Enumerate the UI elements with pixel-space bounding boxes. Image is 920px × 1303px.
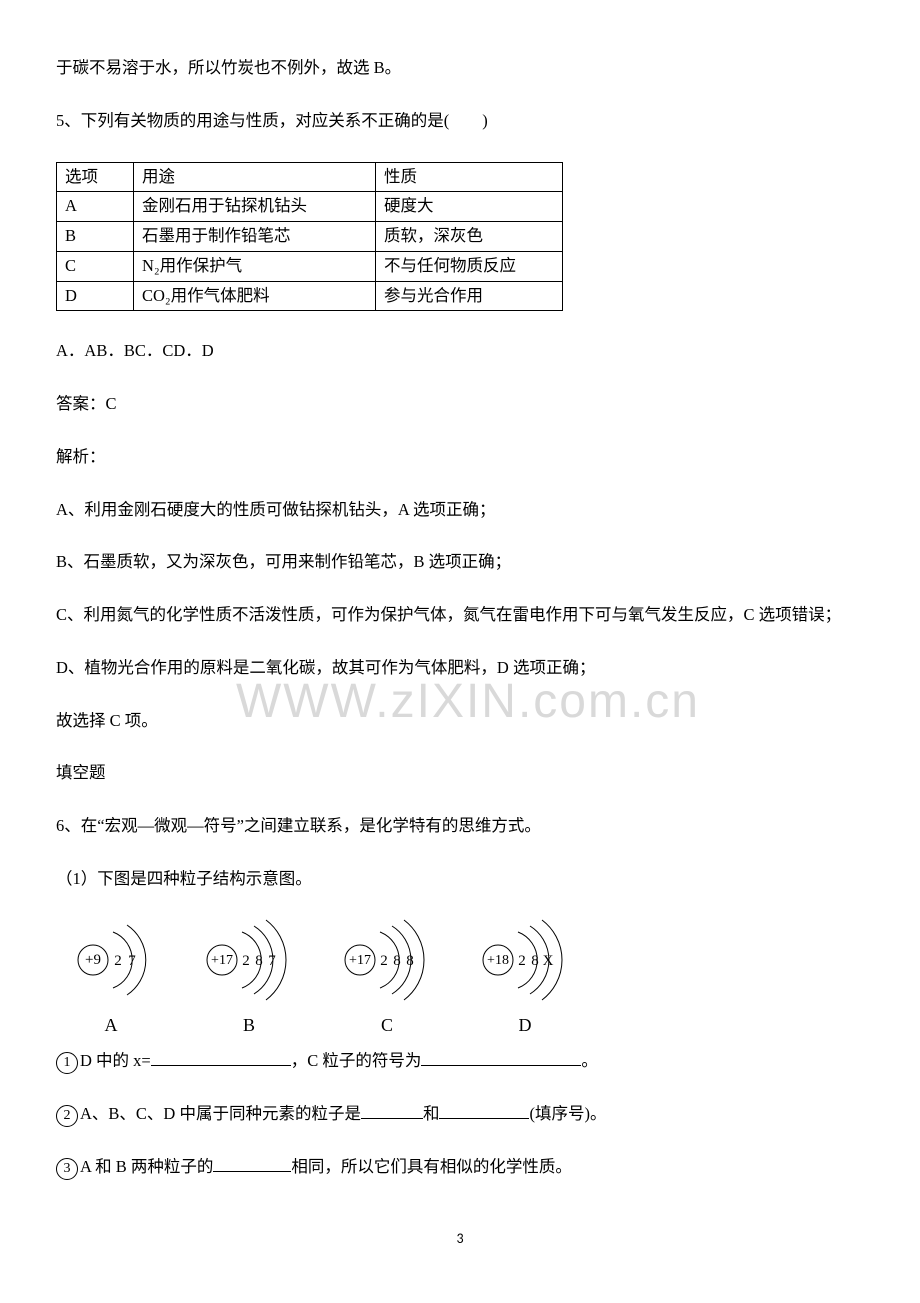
table-row: D CO₂用作气体肥料 参与光合作用 <box>57 281 563 311</box>
prev-question-tail: 于碳不易溶于水，所以竹炭也不例外，故选 B。 <box>56 56 864 81</box>
table-row: A 金刚石用于钻探机钻头 硬度大 <box>57 192 563 222</box>
table-cell: 石墨用于制作铅笔芯 <box>134 222 376 252</box>
q6-item3-end: 相同，所以它们具有相似的化学性质。 <box>291 1157 572 1176</box>
q5-options-table: 选项 用途 性质 A 金刚石用于钻探机钻头 硬度大 B 石墨用于制作铅笔芯 质软… <box>56 162 563 312</box>
q5-stem: 5、下列有关物质的用途与性质，对应关系不正确的是( ) <box>56 109 864 134</box>
fill-blank[interactable] <box>439 1118 529 1119</box>
atom-a-shell1: 2 <box>114 953 122 969</box>
atom-b-shell1: 2 <box>242 953 250 969</box>
atom-c: +17 2 8 8 C <box>332 920 442 1039</box>
fill-blank[interactable] <box>213 1171 291 1172</box>
q5-expl-b: B、石墨质软，又为深灰色，可用来制作铅笔芯，B 选项正确； <box>56 550 864 575</box>
table-header-use: 用途 <box>134 162 376 192</box>
table-row: B 石墨用于制作铅笔芯 质软，深灰色 <box>57 222 563 252</box>
q5-jiexi-label: 解析： <box>56 445 864 470</box>
atom-d-svg: +18 2 8 X <box>470 920 580 1000</box>
atom-b-label: B <box>243 1012 255 1039</box>
atom-c-shell1: 2 <box>380 953 388 969</box>
atom-a-svg: +9 2 7 <box>61 920 161 1000</box>
table-cell: A <box>57 192 134 222</box>
fill-blank[interactable] <box>421 1065 581 1066</box>
atom-diagrams-row: +9 2 7 A +17 2 8 7 B +17 2 8 <box>56 920 864 1039</box>
table-cell: 金刚石用于钻探机钻头 <box>134 192 376 222</box>
q6-sub1: （1）下图是四种粒子结构示意图。 <box>56 867 864 892</box>
atom-a: +9 2 7 A <box>56 920 166 1039</box>
table-cell: CO₂用作气体肥料 <box>134 281 376 311</box>
circled-2: 2 <box>56 1105 78 1127</box>
q6-item1-mid: ，C 粒子的符号为 <box>291 1051 422 1070</box>
fill-blank[interactable] <box>151 1065 291 1066</box>
q6-item2-mid: 和 <box>423 1104 440 1123</box>
q6-item3: 3A 和 B 两种粒子的 相同，所以它们具有相似的化学性质。 <box>56 1155 864 1180</box>
table-cell: D <box>57 281 134 311</box>
atom-b-svg: +17 2 8 7 <box>194 920 304 1000</box>
q6-item2-pre: A、B、C、D 中属于同种元素的粒子是 <box>80 1104 361 1123</box>
q6-item1-end: 。 <box>581 1051 598 1070</box>
q5-so-choose: 故选择 C 项。 <box>56 709 864 734</box>
atom-c-label: C <box>381 1012 393 1039</box>
atom-c-svg: +17 2 8 8 <box>332 920 442 1000</box>
table-cell: 质软，深灰色 <box>376 222 563 252</box>
table-cell: 参与光合作用 <box>376 281 563 311</box>
q6-item2-end: (填序号)。 <box>529 1104 606 1123</box>
q5-choice-line: A．AB．BC．CD．D <box>56 339 864 364</box>
atom-b-shell2: 8 <box>255 953 263 969</box>
table-cell: 硬度大 <box>376 192 563 222</box>
fill-heading: 填空题 <box>56 761 864 786</box>
q6-item1-pre: D 中的 x= <box>80 1051 151 1070</box>
atom-d-center: +18 <box>487 953 509 968</box>
atom-d-label: D <box>519 1012 532 1039</box>
q6-item1: 1D 中的 x= ，C 粒子的符号为 。 <box>56 1049 864 1074</box>
atom-a-center: +9 <box>85 952 101 968</box>
q5-expl-c: C、利用氮气的化学性质不活泼性质，可作为保护气体，氮气在雷电作用下可与氧气发生反… <box>56 603 864 628</box>
atom-d-shell2: 8 <box>531 953 539 969</box>
atom-c-shell3: 8 <box>406 953 414 969</box>
page-number: 3 <box>56 1228 864 1249</box>
atom-a-shell2: 7 <box>128 953 136 969</box>
atom-d: +18 2 8 X D <box>470 920 580 1039</box>
q5-expl-d: D、植物光合作用的原料是二氧化碳，故其可作为气体肥料，D 选项正确； <box>56 656 864 681</box>
table-cell: N₂用作保护气 <box>134 251 376 281</box>
atom-c-shell2: 8 <box>393 953 401 969</box>
table-header-prop: 性质 <box>376 162 563 192</box>
fill-blank[interactable] <box>361 1118 423 1119</box>
atom-d-shell1: 2 <box>518 953 526 969</box>
q6-item3-pre: A 和 B 两种粒子的 <box>80 1157 213 1176</box>
table-cell: B <box>57 222 134 252</box>
table-header-opt: 选项 <box>57 162 134 192</box>
atom-d-shell3: X <box>543 953 554 969</box>
atom-a-label: A <box>105 1012 118 1039</box>
q5-expl-a: A、利用金刚石硬度大的性质可做钻探机钻头，A 选项正确； <box>56 498 864 523</box>
atom-b: +17 2 8 7 B <box>194 920 304 1039</box>
atom-b-shell3: 7 <box>268 953 276 969</box>
q6-item2: 2A、B、C、D 中属于同种元素的粒子是 和 (填序号)。 <box>56 1102 864 1127</box>
atom-c-center: +17 <box>349 953 371 968</box>
circled-3: 3 <box>56 1158 78 1180</box>
q5-answer: 答案：C <box>56 392 864 417</box>
atom-b-center: +17 <box>211 953 233 968</box>
table-cell: C <box>57 251 134 281</box>
q6-stem: 6、在“宏观—微观—符号”之间建立联系，是化学特有的思维方式。 <box>56 814 864 839</box>
circled-1: 1 <box>56 1052 78 1074</box>
table-row: C N₂用作保护气 不与任何物质反应 <box>57 251 563 281</box>
table-cell: 不与任何物质反应 <box>376 251 563 281</box>
